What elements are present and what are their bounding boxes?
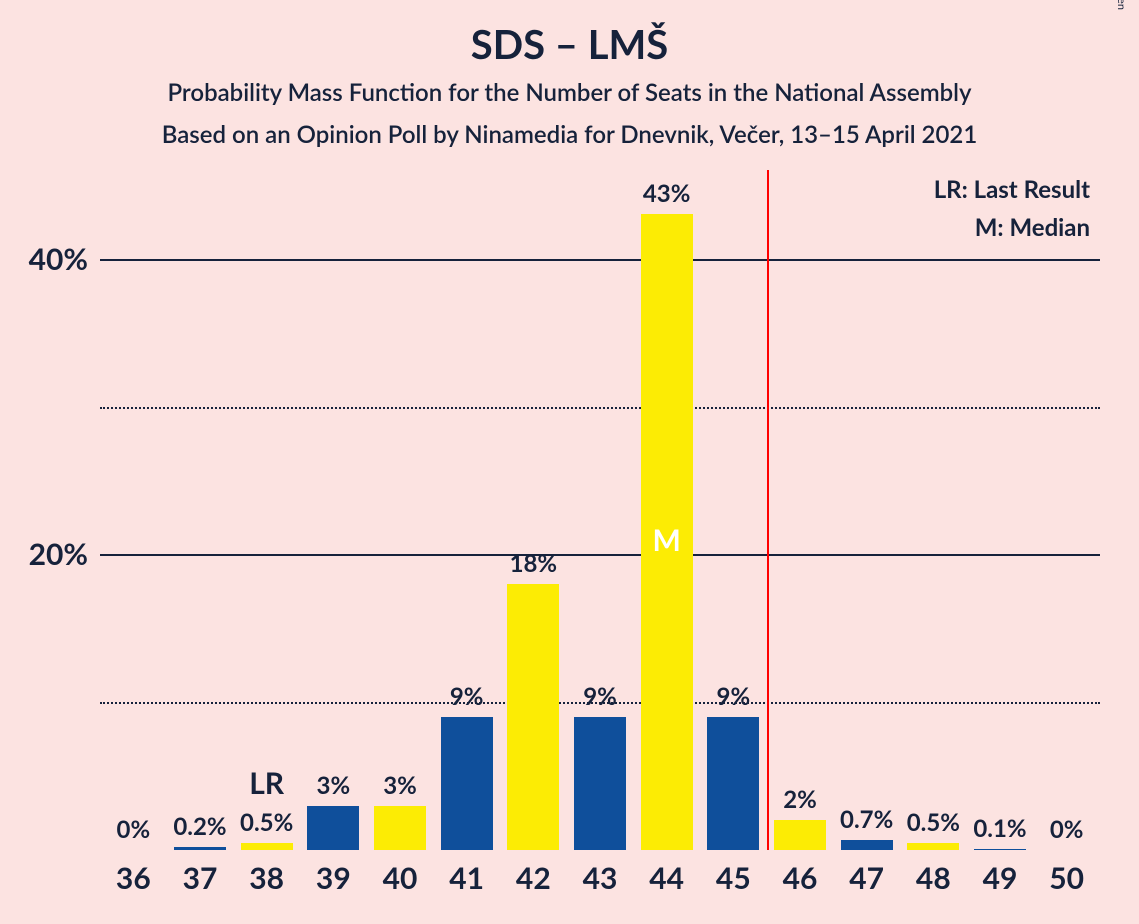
- x-tick-label: 41: [433, 860, 500, 896]
- bar-value-label: 0.1%: [967, 814, 1034, 843]
- x-tick-label: 46: [767, 860, 834, 896]
- bar-value-label: 18%: [500, 549, 567, 578]
- bar: [241, 843, 293, 850]
- bar-value-label: 0%: [1033, 815, 1100, 844]
- bar-value-label: 3%: [300, 771, 367, 800]
- bar: [774, 820, 826, 850]
- bar-value-label: 9%: [567, 682, 634, 711]
- bar-value-label: 43%: [633, 179, 700, 208]
- gridline: [100, 407, 1100, 409]
- bar: [907, 843, 959, 850]
- bar: [574, 717, 626, 850]
- x-tick-label: 50: [1033, 860, 1100, 896]
- bar-value-label: 2%: [767, 785, 834, 814]
- x-tick-label: 47: [833, 860, 900, 896]
- x-tick-label: 49: [967, 860, 1034, 896]
- legend-last-result: LR: Last Result: [934, 175, 1090, 204]
- bar-value-label: 0.5%: [900, 808, 967, 837]
- chart-subtitle-1: Probability Mass Function for the Number…: [0, 78, 1139, 107]
- bar: [707, 717, 759, 850]
- bar-value-label: 9%: [433, 682, 500, 711]
- x-tick-label: 42: [500, 860, 567, 896]
- x-tick-label: 44: [633, 860, 700, 896]
- x-tick-label: 45: [700, 860, 767, 896]
- y-tick-label: 20%: [0, 536, 88, 572]
- y-tick-label: 40%: [0, 241, 88, 277]
- gridline: [100, 259, 1100, 261]
- legend-median: M: Median: [975, 213, 1090, 242]
- bar: [307, 806, 359, 850]
- threshold-line: [767, 170, 769, 850]
- bar-value-label: 9%: [700, 682, 767, 711]
- bar-value-label: 0.5%: [233, 808, 300, 837]
- bar: [507, 584, 559, 850]
- x-tick-label: 40: [367, 860, 434, 896]
- bar-value-label: 3%: [367, 771, 434, 800]
- last-result-marker: LR: [233, 765, 300, 801]
- bar: [374, 806, 426, 850]
- x-tick-label: 43: [567, 860, 634, 896]
- x-tick-label: 37: [167, 860, 234, 896]
- bar-value-label: 0.2%: [167, 812, 234, 841]
- chart-subtitle-2: Based on an Opinion Poll by Ninamedia fo…: [0, 120, 1139, 149]
- gridline: [100, 554, 1100, 556]
- bar: [174, 847, 226, 850]
- bar-value-label: 0.7%: [833, 805, 900, 834]
- chart-plot-area: 40%20%0%360.2%370.5%383%393%409%4118%429…: [100, 170, 1100, 850]
- median-marker: M: [633, 522, 700, 558]
- bar: [841, 840, 893, 850]
- bar: [441, 717, 493, 850]
- x-tick-label: 48: [900, 860, 967, 896]
- bar: [974, 849, 1026, 850]
- chart-title: SDS – LMŠ: [0, 20, 1139, 68]
- bar-value-label: 0%: [100, 815, 167, 844]
- copyright-text: © 2021 Filip van Laenen: [1115, 0, 1128, 10]
- x-tick-label: 36: [100, 860, 167, 896]
- x-tick-label: 38: [233, 860, 300, 896]
- x-tick-label: 39: [300, 860, 367, 896]
